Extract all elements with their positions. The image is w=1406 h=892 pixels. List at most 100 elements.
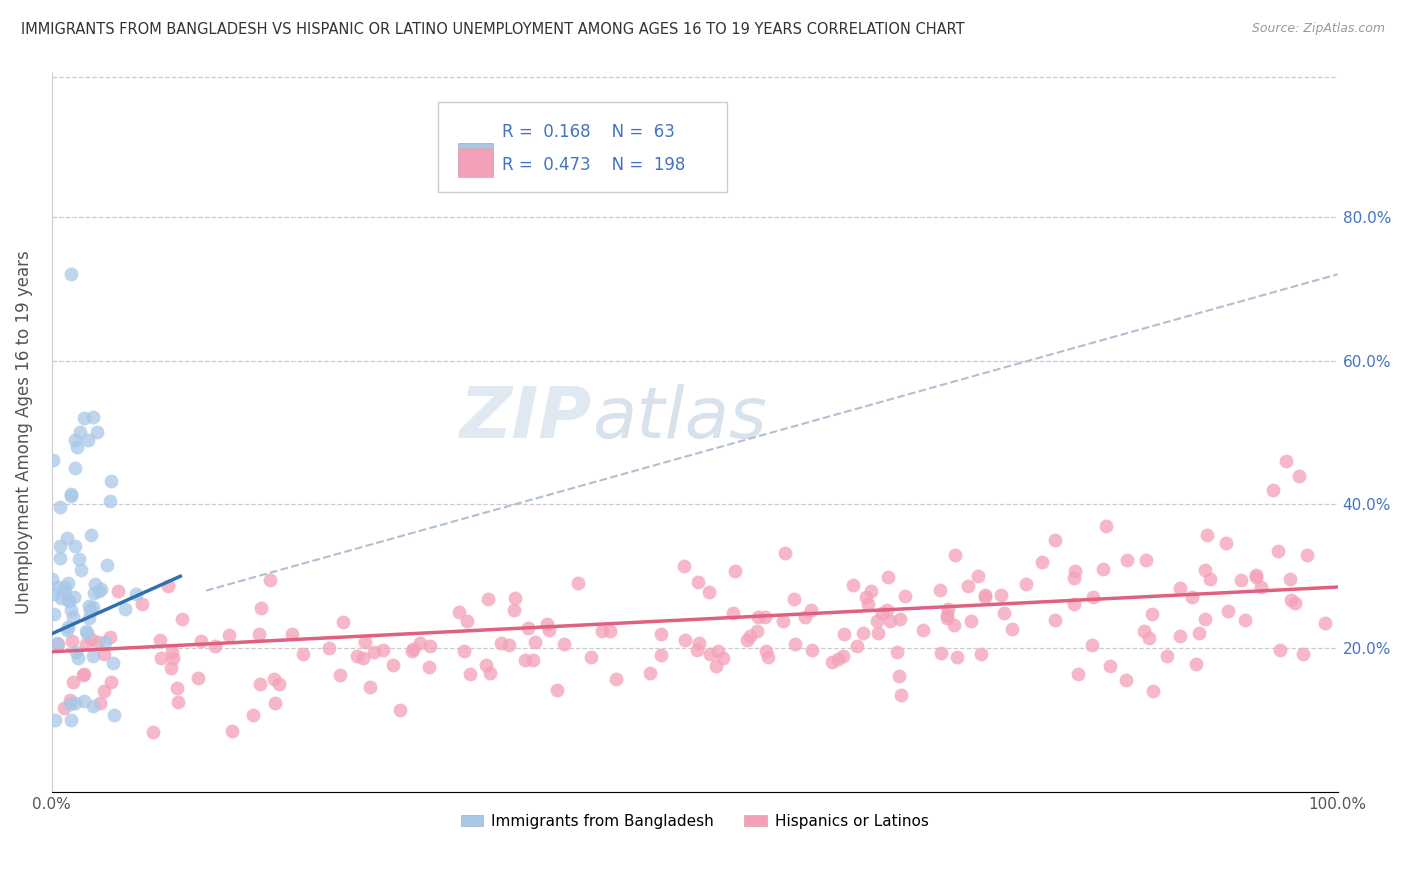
Point bbox=[800, 603, 823, 617]
Point bbox=[1250, 580, 1272, 594]
Point bbox=[1135, 553, 1157, 567]
Point bbox=[73, 411, 96, 425]
Point bbox=[489, 636, 512, 650]
Point bbox=[150, 651, 173, 665]
Point bbox=[72, 667, 94, 681]
Point bbox=[832, 627, 855, 641]
Point bbox=[1292, 647, 1315, 661]
Point bbox=[1063, 571, 1085, 585]
Point bbox=[1091, 562, 1114, 576]
Point bbox=[605, 672, 627, 686]
Point bbox=[538, 624, 561, 638]
Point bbox=[419, 639, 441, 653]
Point bbox=[1043, 533, 1066, 548]
Point bbox=[60, 268, 83, 282]
Point bbox=[936, 602, 959, 616]
Point bbox=[699, 647, 721, 661]
Point bbox=[166, 694, 188, 708]
Point bbox=[721, 606, 744, 620]
Point bbox=[160, 661, 183, 675]
Point bbox=[363, 645, 385, 659]
Point bbox=[263, 673, 285, 687]
Point bbox=[1244, 568, 1267, 582]
Point bbox=[82, 648, 104, 663]
Point bbox=[46, 580, 69, 594]
FancyBboxPatch shape bbox=[437, 102, 727, 192]
Point bbox=[831, 648, 853, 663]
Point bbox=[59, 603, 82, 617]
Point bbox=[204, 640, 226, 654]
Point bbox=[707, 644, 730, 658]
Text: R =  0.473    N =  198: R = 0.473 N = 198 bbox=[502, 156, 685, 174]
Point bbox=[100, 475, 122, 489]
Point bbox=[1230, 573, 1253, 587]
Point bbox=[52, 583, 75, 598]
Point bbox=[581, 649, 603, 664]
Point bbox=[1081, 638, 1104, 652]
Point bbox=[516, 621, 538, 635]
Point bbox=[381, 658, 404, 673]
Point bbox=[650, 648, 672, 662]
FancyBboxPatch shape bbox=[458, 148, 494, 177]
Point bbox=[93, 684, 115, 698]
Point bbox=[107, 584, 129, 599]
Point bbox=[249, 677, 271, 691]
Point bbox=[860, 584, 883, 599]
Point bbox=[46, 635, 69, 649]
Point bbox=[1083, 590, 1105, 604]
Point bbox=[591, 624, 613, 638]
Point bbox=[697, 585, 720, 599]
Point bbox=[513, 653, 536, 667]
Point bbox=[56, 593, 79, 607]
Point bbox=[49, 539, 72, 553]
Point bbox=[44, 713, 66, 727]
Point bbox=[567, 576, 589, 591]
Point bbox=[83, 586, 105, 600]
Point bbox=[389, 703, 412, 717]
Point bbox=[1288, 468, 1310, 483]
Point bbox=[935, 607, 957, 622]
Point bbox=[49, 550, 72, 565]
Point bbox=[672, 558, 695, 573]
Point bbox=[1313, 615, 1336, 630]
Point bbox=[876, 603, 898, 617]
Point bbox=[827, 652, 849, 666]
Point bbox=[65, 645, 87, 659]
Point bbox=[59, 698, 82, 712]
Point bbox=[100, 674, 122, 689]
Point bbox=[44, 607, 66, 622]
Point bbox=[56, 624, 79, 638]
Point bbox=[929, 583, 952, 598]
Point bbox=[62, 675, 84, 690]
Point bbox=[280, 626, 302, 640]
Point bbox=[1115, 673, 1137, 687]
Point bbox=[943, 617, 966, 632]
Point bbox=[373, 643, 395, 657]
Point bbox=[82, 600, 104, 615]
Point bbox=[747, 624, 769, 638]
Point bbox=[59, 487, 82, 501]
Point bbox=[48, 500, 70, 514]
Point bbox=[318, 641, 340, 656]
Point bbox=[546, 682, 568, 697]
Point bbox=[89, 583, 111, 598]
Point bbox=[1043, 613, 1066, 627]
Point bbox=[42, 587, 65, 601]
Point bbox=[890, 689, 912, 703]
Point bbox=[418, 660, 440, 674]
Point bbox=[688, 636, 710, 650]
Point bbox=[59, 692, 82, 706]
Point bbox=[1168, 581, 1191, 595]
Point bbox=[475, 658, 498, 673]
Point bbox=[1279, 593, 1302, 607]
Point bbox=[1185, 657, 1208, 671]
Point bbox=[1031, 555, 1053, 569]
Point bbox=[754, 610, 776, 624]
Point bbox=[73, 666, 96, 681]
Point bbox=[945, 649, 967, 664]
Point bbox=[503, 603, 526, 617]
Point bbox=[1181, 591, 1204, 605]
Point bbox=[98, 630, 121, 644]
Point bbox=[354, 635, 377, 649]
Point bbox=[956, 579, 979, 593]
